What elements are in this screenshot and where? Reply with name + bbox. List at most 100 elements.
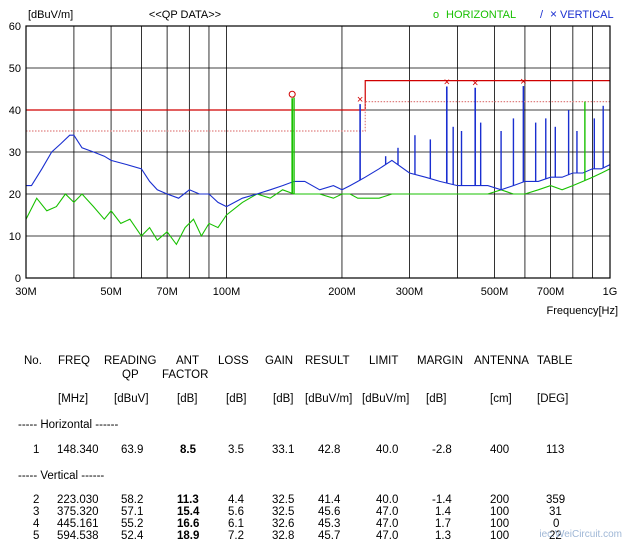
cell-loss: 6.1 [228, 518, 244, 530]
chart-axes: 0 10 20 30 40 50 60 30M 50M 70M 100M 200M 300M 500M 70… [9, 21, 618, 298]
cell-limit: 40.0 [376, 494, 399, 506]
unit-reading: [dBuV] [114, 393, 149, 405]
plot-frame [25, 25, 611, 279]
cell-freq: 445.161 [57, 518, 99, 530]
cell-antenna: 100 [490, 506, 510, 518]
cell-freq: 594.538 [57, 530, 99, 542]
y-tick-label: 60 [9, 21, 21, 33]
cell-no: 3 [33, 506, 40, 518]
peak-marker-cross: × [472, 78, 478, 90]
unit-ant: [dB] [177, 393, 198, 405]
header-ant: ANT [176, 355, 199, 367]
cell-limit: 47.0 [376, 518, 399, 530]
header-loss: LOSS [218, 355, 249, 367]
header-table: TABLE [537, 355, 573, 367]
unit-gain: [dB] [273, 393, 294, 405]
series-vertical [26, 134, 611, 208]
cell-limit: 47.0 [376, 530, 399, 542]
x-tick-label: 1G [603, 286, 618, 298]
unit-freq: [MHz] [58, 393, 89, 405]
unit-antenna: [cm] [490, 393, 512, 405]
header-antenna: ANTENNA [474, 355, 529, 367]
cell-antenna: 100 [490, 518, 510, 530]
cell-freq: 223.030 [57, 494, 99, 506]
cell-margin: 1.3 [435, 530, 451, 542]
cell-ant: 16.6 [177, 518, 200, 530]
legend-vertical-slash: / [540, 9, 544, 21]
cell-margin: 1.4 [435, 506, 451, 518]
chart-grid [25, 25, 611, 279]
cell-gain: 32.6 [272, 518, 295, 530]
cell-limit: 40.0 [376, 444, 399, 456]
peak-markers: × × × × [288, 76, 527, 194]
table-row: 1 148.340 63.9 8.5 3.5 33.1 42.8 40.0 -2… [0, 444, 628, 458]
cell-table: 31 [549, 506, 562, 518]
cell-reading: 55.2 [121, 518, 144, 530]
x-tick-label: 300M [396, 286, 424, 298]
cell-table: 359 [546, 494, 566, 506]
x-tick-label: 70M [156, 286, 177, 298]
cell-ant: 8.5 [180, 444, 196, 456]
cell-ant: 15.4 [177, 506, 200, 518]
cell-ant: 18.9 [177, 530, 200, 542]
y-tick-label: 40 [9, 105, 21, 117]
legend-vertical-marker: × [550, 7, 557, 21]
x-tick-label: 200M [328, 286, 356, 298]
header-reading-sub: QP [122, 369, 139, 381]
cell-table: 22 [549, 530, 562, 542]
unit-table: [DEG] [537, 393, 569, 405]
cell-loss: 5.6 [228, 506, 244, 518]
cell-freq: 148.340 [57, 444, 99, 456]
x-tick-label: 30M [15, 286, 36, 298]
watermark: iec.WeiCircuit.com [539, 529, 622, 540]
x-tick-label: 100M [213, 286, 241, 298]
unit-loss: [dB] [226, 393, 247, 405]
y-tick-label: 0 [15, 273, 21, 285]
cell-result: 45.7 [318, 530, 341, 542]
limit-lines [26, 79, 610, 132]
cell-table: 0 [553, 518, 560, 530]
x-axis-label: Frequency[Hz] [546, 305, 618, 317]
cell-table: 113 [546, 444, 565, 456]
emc-chart: × × × × 0 10 20 30 40 50 60 30M 50M 70M 100M 200M 300M 5… [9, 7, 618, 317]
cell-limit: 47.0 [376, 506, 399, 518]
cell-gain: 32.5 [272, 494, 295, 506]
header-result: RESULT [305, 355, 350, 367]
y-tick-label: 50 [9, 63, 21, 75]
x-tick-label: 50M [100, 286, 121, 298]
cell-result: 42.8 [318, 444, 341, 456]
y-tick-label: 20 [9, 189, 21, 201]
chart-title: <<QP DATA>> [149, 9, 221, 21]
unit-margin: [dB] [426, 393, 447, 405]
cell-antenna: 100 [490, 530, 510, 542]
legend-horizontal-marker: o [433, 9, 439, 21]
cell-loss: 3.5 [228, 444, 244, 456]
x-tick-label: 500M [481, 286, 509, 298]
peak-marker-cross: × [444, 76, 450, 88]
header-freq: FREQ [58, 355, 90, 367]
peak-marker-cross: × [520, 76, 526, 88]
peak-marker-circle [288, 90, 296, 98]
margin-line [26, 100, 610, 132]
cell-margin: 1.7 [435, 518, 451, 530]
cell-antenna: 400 [490, 444, 510, 456]
cell-no: 2 [33, 494, 40, 506]
cell-margin: -2.8 [432, 444, 452, 456]
cell-loss: 7.2 [228, 530, 244, 542]
section-vertical: ----- Vertical ------ [18, 470, 105, 482]
legend-horizontal-label: HORIZONTAL [446, 9, 516, 21]
y-tick-label: 30 [9, 147, 21, 159]
table-row: 3 375.320 57.1 15.4 5.6 32.5 45.6 47.0 1… [0, 506, 628, 520]
cell-gain: 33.1 [272, 444, 295, 456]
header-ant-sub: FACTOR [162, 369, 209, 381]
unit-result: [dBuV/m] [305, 393, 353, 405]
cell-margin: -1.4 [432, 494, 452, 506]
header-reading: READING [104, 355, 157, 367]
section-horizontal: ----- Horizontal ------ [18, 419, 119, 431]
x-tick-label: 700M [537, 286, 565, 298]
cell-ant: 11.3 [177, 494, 199, 506]
table-row: 4 445.161 55.2 16.6 6.1 32.6 45.3 47.0 1… [0, 518, 628, 532]
cell-reading: 57.1 [121, 506, 144, 518]
legend-vertical-label: VERTICAL [560, 9, 614, 21]
cell-result: 45.3 [318, 518, 341, 530]
